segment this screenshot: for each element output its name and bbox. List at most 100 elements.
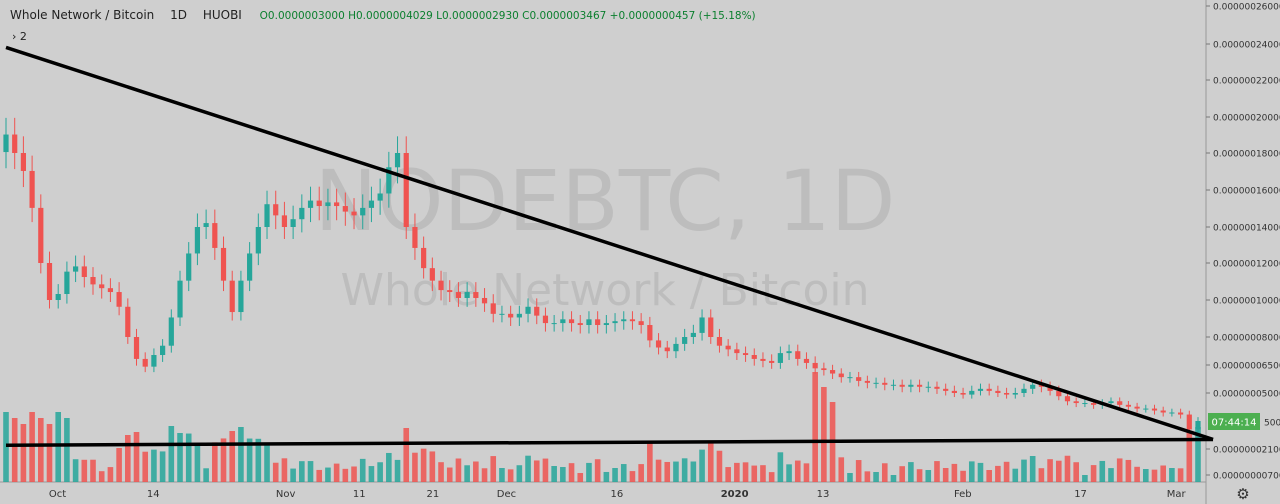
volume-bar [238, 427, 244, 482]
volume-bar [481, 468, 488, 482]
volume-bar [125, 435, 131, 482]
candle-body [560, 319, 566, 324]
candle-body [873, 382, 879, 384]
candle-body [1186, 414, 1192, 430]
candle-body [977, 388, 984, 391]
volume-bar [185, 433, 192, 482]
volume-bar [307, 461, 314, 482]
candle-body [568, 319, 575, 324]
candle-body [673, 343, 679, 352]
volume-bar [1169, 468, 1175, 482]
volume-bar [72, 459, 79, 482]
time-tick-label: 17 [1074, 489, 1087, 500]
candle-body [168, 317, 174, 346]
volume-bar [794, 460, 801, 482]
volume-bar [1073, 462, 1079, 482]
volume-bar [1003, 461, 1010, 482]
time-tick-label: Mar [1167, 489, 1187, 500]
candle-body [647, 325, 653, 341]
candle-body [612, 321, 618, 324]
price-tick-label: 0.00000006500 [1213, 362, 1280, 372]
candle-body [29, 170, 35, 208]
candle-body [90, 277, 96, 285]
volume-bar [446, 467, 453, 482]
volume-bar [716, 450, 723, 482]
countdown-label [1208, 413, 1260, 430]
candle-body [751, 355, 757, 359]
chart-header: Whole Network / Bitcoin 1D HUOBI O0.0000… [10, 8, 756, 22]
volume-bar [873, 472, 879, 482]
watermark-ticker: NODEBTC, 1D [315, 152, 896, 250]
candle-body [916, 384, 923, 387]
volume-bar [629, 471, 636, 482]
candle-body [186, 253, 192, 281]
candle-body [133, 337, 140, 359]
volume-bar [951, 463, 958, 482]
candle-body [307, 200, 314, 208]
volume-bar [916, 469, 923, 482]
settings-gear-icon[interactable]: ⚙ [1236, 485, 1249, 503]
candle-body [838, 373, 844, 378]
volume-bar [429, 451, 436, 482]
candle-body [1134, 406, 1140, 409]
candle-body [1195, 421, 1201, 430]
indicator-toggle[interactable]: › 2 [12, 30, 27, 43]
candle-body [786, 351, 792, 354]
volume-bar [890, 475, 897, 482]
candle-body [986, 388, 992, 391]
candle-body [499, 313, 505, 315]
candle-body [734, 349, 740, 354]
volume-bar [525, 455, 531, 482]
candle-body [856, 377, 862, 381]
volume-bar [490, 456, 497, 482]
candle-body [3, 134, 9, 153]
candle-body [1143, 408, 1149, 410]
candle-body [960, 393, 966, 395]
volume-bar [673, 461, 679, 482]
candle-body [438, 280, 444, 291]
candle-body [394, 153, 401, 168]
volume-bar [864, 471, 871, 482]
volume-bar [690, 461, 697, 482]
candle-body [107, 288, 114, 293]
candle-body [281, 215, 288, 227]
candle-body [1108, 401, 1114, 404]
time-tick-label: Nov [276, 489, 296, 500]
volume-bar [681, 458, 688, 482]
candle-body [264, 204, 270, 227]
volume-bar [742, 462, 749, 482]
volume-bar [838, 457, 845, 482]
candle-body [655, 340, 662, 348]
candle-body [821, 368, 827, 371]
volume-bar [159, 451, 166, 482]
volume-bar [229, 431, 236, 482]
candle-body [934, 386, 940, 389]
candle-body [760, 358, 766, 361]
volume-bar [1047, 459, 1053, 482]
time-tick-label: Dec [497, 489, 516, 500]
interval[interactable]: 1D [170, 8, 187, 22]
price-tick-label: 0.00000020000 [1213, 114, 1280, 124]
volume-bar [177, 433, 183, 482]
symbol-name[interactable]: Whole Network / Bitcoin [10, 8, 155, 22]
volume-bar [507, 469, 514, 482]
price-tick-label: 0.00000000700 [1213, 472, 1280, 482]
price-tick-label: 0.00000018000 [1213, 150, 1280, 160]
volume-bar [351, 466, 357, 482]
volume-bar [272, 462, 279, 482]
volume-bar [220, 438, 227, 482]
price-tick-label: 0.00000002100 [1213, 446, 1280, 456]
volume-bar [281, 458, 288, 482]
volume-bar [55, 412, 62, 482]
volume-bar [707, 442, 714, 482]
volume-bar [420, 448, 427, 482]
candle-body [664, 347, 670, 352]
candle-body [629, 319, 636, 322]
volume-bar [786, 464, 792, 482]
candle-body [194, 227, 201, 254]
volume-bar [664, 461, 671, 482]
candle-body [777, 353, 783, 363]
volume-bar [768, 472, 775, 482]
volume-bar [725, 467, 731, 482]
